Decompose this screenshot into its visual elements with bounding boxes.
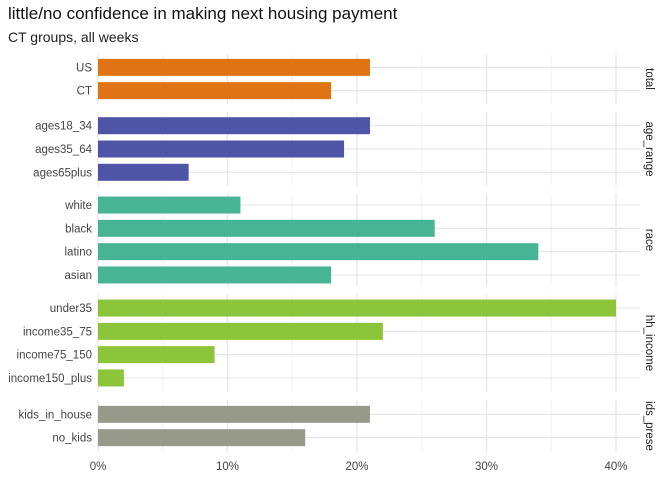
y-tick-label: kids_in_house — [18, 409, 92, 421]
bar-ages65plus — [98, 163, 189, 181]
x-tick-label: 10% — [216, 461, 239, 473]
y-tick-label: income75_150 — [17, 350, 92, 362]
y-tick-label: ages18_34 — [35, 121, 93, 133]
x-tick-label: 40% — [604, 461, 627, 473]
y-tick-label: under35 — [50, 303, 92, 315]
y-tick-label: asian — [65, 270, 93, 282]
bar-no_kids — [98, 429, 306, 447]
facet-strip-label: race — [643, 229, 655, 251]
bar-income35_75 — [98, 322, 383, 340]
y-tick-label: CT — [77, 86, 92, 98]
bar-asian — [98, 266, 332, 284]
y-tick-label: ages35_64 — [35, 144, 93, 156]
y-tick-label: income150_plus — [8, 373, 92, 385]
bar-ages18_34 — [98, 117, 370, 135]
y-tick-label: US — [76, 62, 92, 74]
bar-under35 — [98, 299, 616, 317]
facet-panel-total: US CT total — [76, 54, 655, 104]
y-tick-label: latino — [65, 247, 93, 259]
y-tick-label: black — [65, 223, 92, 235]
chart-subtitle: CT groups, all weeks — [8, 29, 139, 45]
bar-income75_150 — [98, 346, 215, 364]
x-tick-label: 0% — [90, 461, 107, 473]
y-tick-label: no_kids — [52, 433, 92, 445]
facet-panel-kids_present: kids_in_house no_kids ids_prese — [18, 400, 655, 452]
bar-white — [98, 196, 241, 214]
bar-kids_in_house — [98, 405, 370, 423]
facet-strip-label: age_range — [643, 122, 655, 177]
facet-strip-label: ids_prese — [643, 401, 655, 451]
bar-black — [98, 219, 435, 237]
facet-panel-age_range: ages18_34 ages35_64 ages65plus age_range — [33, 112, 655, 186]
facet-strip-label: total — [643, 68, 655, 90]
bar-ages35_64 — [98, 140, 345, 158]
facet-panel-hh_income: under35 income35_75 income75_150 income150_… — [8, 294, 655, 392]
x-tick-label: 30% — [475, 461, 498, 473]
bar-latino — [98, 243, 539, 261]
y-tick-label: income35_75 — [23, 326, 92, 338]
y-tick-label: ages65plus — [33, 167, 92, 179]
bar-income150_plus — [98, 369, 124, 387]
facet-panel-race: white black latino asian race — [64, 194, 655, 286]
y-tick-label: white — [64, 200, 92, 212]
facet-strip-label: hh_income — [643, 315, 655, 371]
bar-US — [98, 58, 370, 76]
chart-title: little/no confidence in making next hous… — [8, 4, 398, 23]
bar-CT — [98, 82, 332, 100]
x-tick-label: 20% — [345, 461, 368, 473]
